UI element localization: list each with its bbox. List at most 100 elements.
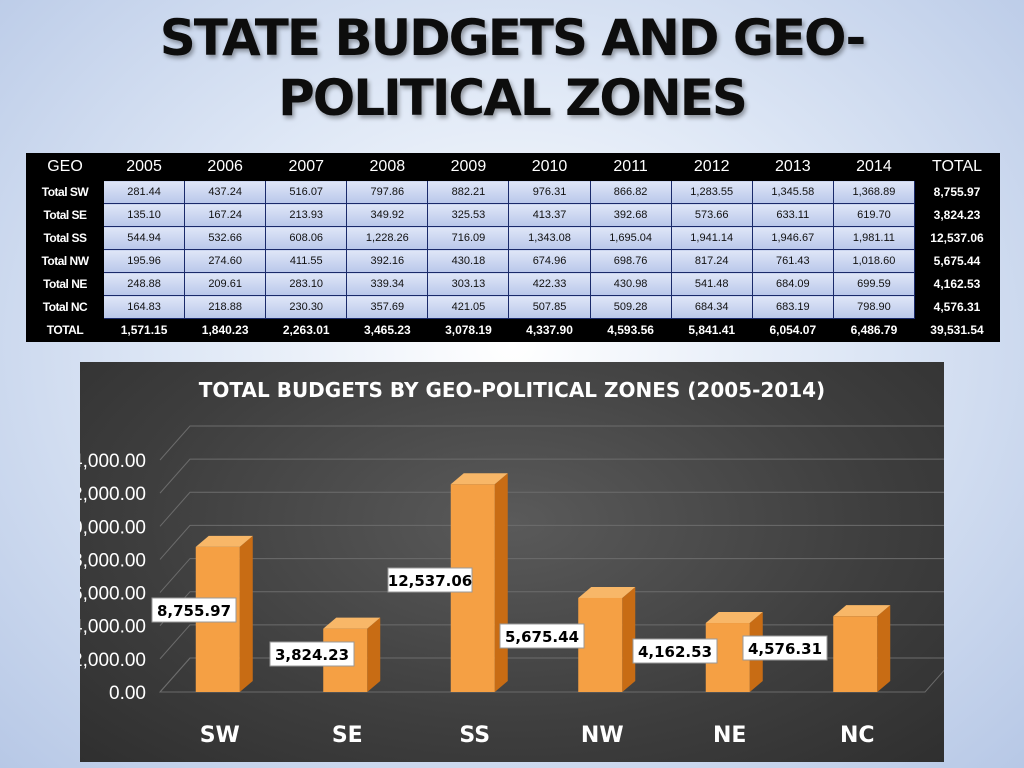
table-cell: 5,841.41 — [670, 318, 753, 342]
y-tick-label: 14,000.00 — [80, 451, 146, 472]
table-cell: 421.05 — [427, 295, 510, 319]
table-cell: 516.07 — [265, 180, 348, 204]
table-cell: 633.11 — [751, 203, 834, 227]
data-label-box — [499, 623, 585, 649]
table-cell: 507.85 — [508, 295, 591, 319]
bar-top — [833, 605, 891, 617]
row-total-cell: 5,675.44 — [914, 249, 1000, 273]
table-cell: 135.10 — [102, 203, 186, 227]
table-cell: 761.43 — [751, 249, 834, 273]
table-cell: 1,343.08 — [508, 226, 591, 250]
column-header: TOTAL — [914, 153, 1000, 181]
bar-top — [323, 617, 381, 629]
column-header: 2006 — [184, 153, 267, 181]
x-category-label: NE — [713, 723, 746, 748]
column-header: 2005 — [102, 153, 186, 181]
gridline — [159, 491, 944, 527]
bar — [833, 616, 878, 692]
table-cell: 683.19 — [751, 295, 834, 319]
data-label-box — [632, 638, 718, 664]
table-row: Total NC 164.83 218.88 230.30 357.69 421.05 50… — [26, 295, 1000, 319]
table-cell: 1,571.15 — [102, 318, 186, 342]
table-cell: 698.76 — [589, 249, 672, 273]
row-label: Total NE — [26, 272, 104, 296]
table-cell: 230.30 — [265, 295, 348, 319]
row-total-cell: 3,824.23 — [914, 203, 1000, 227]
row-total-cell: 4,162.53 — [914, 272, 1000, 296]
row-label: Total SW — [26, 180, 104, 204]
gridline — [159, 624, 944, 660]
table-cell: 274.60 — [184, 249, 267, 273]
table-cell: 303.13 — [427, 272, 510, 296]
table-cell: 1,941.14 — [670, 226, 753, 250]
bar-side — [494, 473, 508, 692]
column-header: 2013 — [751, 153, 834, 181]
table-cell: 3,465.23 — [346, 318, 429, 342]
y-tick-label: 2,000.00 — [80, 650, 146, 671]
column-header: 2012 — [670, 153, 753, 181]
table-cell: 1,981.11 — [832, 226, 916, 250]
row-label: Total SS — [26, 226, 104, 250]
table-cell: 3,078.19 — [427, 318, 510, 342]
gridline — [159, 425, 944, 461]
column-header: 2008 — [346, 153, 429, 181]
table-row: Total NE 248.88 209.61 283.10 339.34 303.13 42… — [26, 272, 1000, 296]
data-label: 12,537.06 — [388, 572, 472, 590]
bar-side — [877, 605, 891, 692]
bar-top — [195, 535, 253, 547]
slide-title: STATE BUDGETS AND GEO- POLITICAL ZONES — [0, 8, 1024, 128]
table-cell: 541.48 — [670, 272, 753, 296]
table-cell: 6,486.79 — [832, 318, 916, 342]
table-cell: 532.66 — [184, 226, 267, 250]
row-label: TOTAL — [26, 318, 104, 342]
row-label: Total SE — [26, 203, 104, 227]
slide-title-line-2: POLITICAL ZONES — [278, 69, 748, 127]
bar — [578, 597, 623, 692]
table-cell: 798.90 — [832, 295, 916, 319]
table-cell: 699.59 — [832, 272, 916, 296]
x-category-label: NC — [840, 723, 875, 748]
table-cell: 1,345.58 — [751, 180, 834, 204]
table-cell: 339.34 — [346, 272, 429, 296]
gridline — [159, 591, 944, 627]
data-label: 8,755.97 — [157, 602, 231, 620]
row-total-cell: 4,576.31 — [914, 295, 1000, 319]
table-cell: 430.18 — [427, 249, 510, 273]
bar-top — [578, 586, 636, 598]
table-cell: 1,946.67 — [751, 226, 834, 250]
table-cell: 283.10 — [265, 272, 348, 296]
data-label-box — [269, 641, 355, 667]
table-cell: 1,228.26 — [346, 226, 429, 250]
table-cell: 4,337.90 — [508, 318, 591, 342]
table-cell: 164.83 — [102, 295, 186, 319]
column-header: 2010 — [508, 153, 591, 181]
x-category-label: SS — [459, 723, 490, 748]
budget-chart: TOTAL BUDGETS BY GEO-POLITICAL ZONES (20… — [80, 362, 944, 762]
table-cell: 357.69 — [346, 295, 429, 319]
y-tick-label: 6,000.00 — [80, 584, 146, 605]
table-cell: 437.24 — [184, 180, 267, 204]
row-label: Total NW — [26, 249, 104, 273]
table-row: Total SW 281.44 437.24 516.07 797.86 882.21 97… — [26, 180, 1000, 204]
x-category-label: SW — [200, 723, 240, 748]
table-cell: 684.34 — [670, 295, 753, 319]
table-row: Total SS 544.94 532.66 608.06 1,228.26 716.09… — [26, 226, 1000, 250]
table-cell: 4,593.56 — [589, 318, 672, 342]
table-cell: 218.88 — [184, 295, 267, 319]
y-tick-label: 0.00 — [109, 683, 146, 704]
data-label-box — [387, 567, 473, 593]
y-tick-label: 4,000.00 — [80, 617, 146, 638]
budget-table: GEO 2005 2006 2007 2008 2009 2010 2011 2… — [26, 153, 1000, 342]
table-cell: 608.06 — [265, 226, 348, 250]
table-cell: 6,054.07 — [751, 318, 834, 342]
chart-title: TOTAL BUDGETS BY GEO-POLITICAL ZONES (20… — [199, 378, 825, 402]
bar-side — [622, 586, 636, 692]
bar-side — [239, 535, 253, 692]
table-cell: 392.68 — [589, 203, 672, 227]
row-total-cell: 8,755.97 — [914, 180, 1000, 204]
table-cell: 1,283.55 — [670, 180, 753, 204]
table-cell: 281.44 — [102, 180, 186, 204]
table-cell: 349.92 — [346, 203, 429, 227]
row-total-cell: 39,531.54 — [914, 318, 1000, 342]
table-cell: 716.09 — [427, 226, 510, 250]
